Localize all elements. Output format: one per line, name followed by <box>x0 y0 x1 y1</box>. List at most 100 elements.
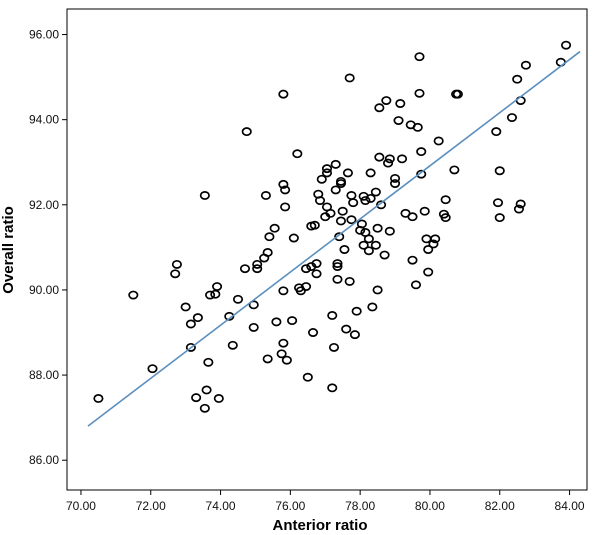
data-point <box>379 250 390 260</box>
y-tick-label: 88.00 <box>29 368 59 382</box>
data-point <box>264 232 275 242</box>
data-point <box>260 190 271 200</box>
data-point <box>372 223 383 233</box>
data-point <box>307 328 319 337</box>
data-point <box>410 280 422 290</box>
data-point <box>232 294 244 304</box>
data-point <box>316 174 327 184</box>
data-point <box>452 89 463 99</box>
data-point <box>278 338 289 348</box>
data-point <box>170 269 181 279</box>
data-point <box>396 154 408 164</box>
data-point <box>210 289 221 299</box>
data-point <box>390 179 401 188</box>
data-point <box>348 198 359 208</box>
data-point <box>346 215 357 225</box>
y-axis: 86.00 88.00 90.00 92.00 94.00 96.00 <box>29 28 67 467</box>
data-points <box>93 40 572 413</box>
data-point <box>311 259 322 268</box>
data-point <box>363 246 374 256</box>
data-point <box>393 116 404 125</box>
data-point <box>334 232 345 242</box>
y-axis-title: Overall ratio <box>0 206 17 294</box>
data-point <box>314 196 326 205</box>
data-point <box>185 342 196 352</box>
x-tick-label: 76.00 <box>275 499 305 513</box>
data-point <box>494 213 505 223</box>
data-point <box>428 239 439 249</box>
data-point <box>287 316 298 326</box>
data-point <box>199 190 210 200</box>
data-point <box>201 385 212 395</box>
data-point <box>327 383 338 393</box>
data-point <box>332 274 343 284</box>
data-point <box>301 282 312 291</box>
data-point <box>311 269 322 279</box>
data-point <box>407 212 418 222</box>
data-point <box>269 223 280 233</box>
data-point <box>342 168 353 178</box>
data-point <box>262 354 273 364</box>
data-point <box>341 324 352 334</box>
data-point <box>374 103 385 113</box>
data-point <box>344 73 355 83</box>
data-point <box>199 403 210 413</box>
data-point <box>205 290 216 300</box>
data-point <box>423 245 434 254</box>
x-tick-label: 82.00 <box>485 499 515 513</box>
data-point <box>288 233 299 243</box>
data-point <box>227 340 238 350</box>
data-point <box>248 300 259 310</box>
data-point <box>491 127 502 137</box>
data-point <box>384 226 395 236</box>
data-point <box>271 317 282 327</box>
data-point <box>492 198 504 208</box>
data-point <box>506 113 518 122</box>
y-tick-label: 94.00 <box>29 113 59 127</box>
data-point <box>344 276 355 286</box>
data-point <box>561 40 572 50</box>
data-point <box>416 169 427 179</box>
data-point <box>280 185 291 195</box>
x-tick-label: 84.00 <box>555 499 585 513</box>
data-point <box>192 313 203 323</box>
data-point <box>330 159 341 169</box>
data-point <box>248 322 259 332</box>
data-point <box>515 199 526 209</box>
data-point <box>372 285 383 295</box>
x-tick-label: 72.00 <box>136 499 166 513</box>
data-point <box>212 282 223 291</box>
data-point <box>330 185 341 195</box>
data-point <box>363 234 374 244</box>
data-point <box>185 319 196 329</box>
data-point <box>278 179 289 189</box>
data-point <box>321 168 333 178</box>
data-point <box>213 394 224 403</box>
plot-area-frame <box>66 8 588 491</box>
data-point <box>520 60 531 70</box>
data-point <box>276 349 287 359</box>
data-point <box>328 342 340 352</box>
data-point <box>433 136 444 146</box>
data-point <box>252 264 263 274</box>
data-point <box>239 264 251 274</box>
data-point <box>412 122 423 132</box>
data-point <box>147 364 158 374</box>
data-point <box>280 202 291 212</box>
data-point <box>449 165 460 175</box>
data-point <box>407 255 418 265</box>
data-point <box>367 302 378 312</box>
x-axis: 70.00 72.00 74.00 76.00 78.00 80.00 82.00 84.00 <box>66 490 585 513</box>
data-point <box>309 220 320 230</box>
x-tick-label: 78.00 <box>345 499 375 513</box>
y-tick-label: 86.00 <box>29 453 59 467</box>
x-tick-label: 70.00 <box>66 499 96 513</box>
data-point <box>93 394 104 403</box>
data-point <box>414 52 425 62</box>
data-point <box>325 208 336 218</box>
data-point <box>292 149 303 159</box>
data-point <box>383 158 394 168</box>
data-point <box>349 330 360 340</box>
data-point <box>332 262 343 271</box>
